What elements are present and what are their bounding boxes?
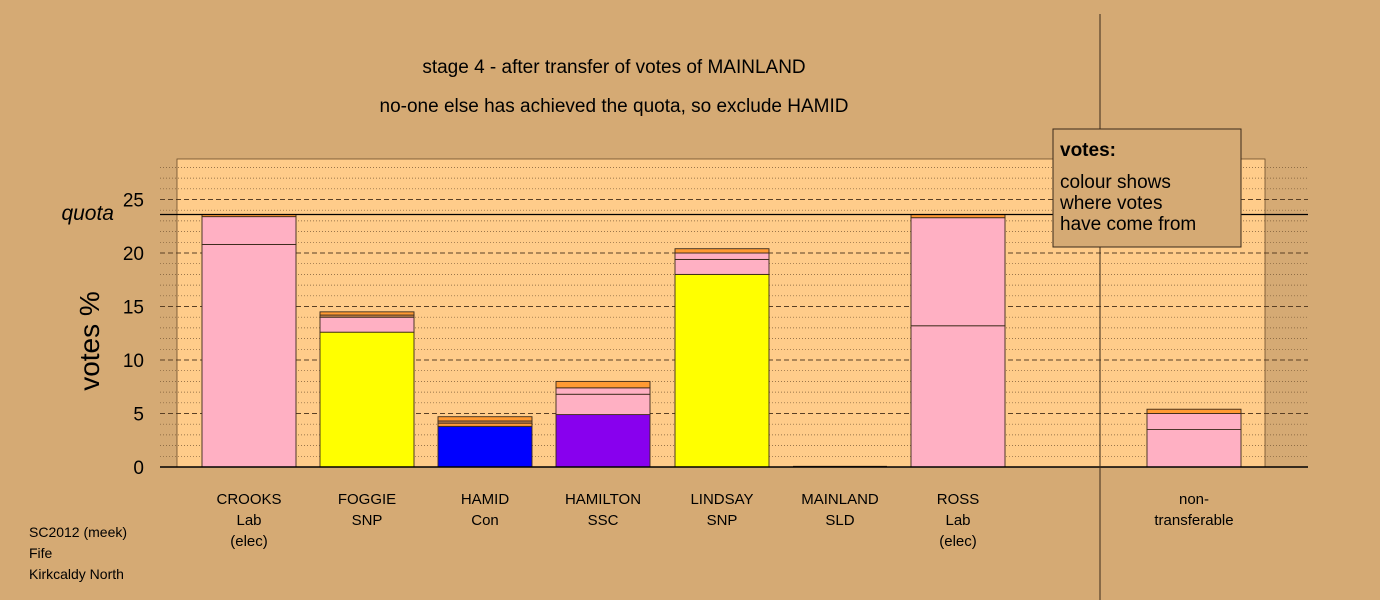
bar-segment	[910, 325, 1006, 468]
bar-mainland: MAINLAND SLD	[793, 465, 887, 529]
bar-segment	[674, 252, 770, 260]
nontransferable-label: transferable	[1154, 512, 1233, 529]
y-axis-label: votes %	[74, 291, 105, 391]
bar-hamid: HAMID Con	[437, 416, 533, 529]
category-label: ROSS	[937, 491, 980, 508]
party-label: Lab	[945, 512, 970, 529]
legend-text: where votes	[1059, 193, 1162, 214]
party-label: SNP	[352, 512, 383, 529]
legend-text: have come from	[1060, 214, 1196, 235]
bar-segment	[437, 422, 533, 427]
footer-line-3: Kirkcaldy North	[29, 566, 124, 582]
party-label: Con	[471, 512, 499, 529]
legend-box	[1052, 128, 1242, 248]
legend-text: colour shows	[1060, 172, 1171, 193]
category-label: HAMID	[461, 491, 510, 508]
legend-heading: votes:	[1060, 140, 1116, 161]
bar-segment	[319, 331, 415, 468]
bar-segment	[555, 387, 651, 395]
bar-segment	[555, 380, 651, 389]
bar-segment	[437, 416, 533, 422]
y-tick-label: 25	[123, 191, 144, 212]
category-label: FOGGIE	[338, 491, 396, 508]
y-tick-label: 10	[123, 351, 144, 372]
bar-segment	[1146, 429, 1242, 468]
bar-lindsay: LINDSAY SNP	[674, 248, 770, 529]
y-tick-label: 0	[133, 458, 144, 479]
y-tick-label: 15	[123, 298, 144, 319]
y-tick-label: 20	[123, 244, 144, 265]
category-label: CROOKS	[216, 491, 281, 508]
y-tick-label: 5	[133, 405, 144, 426]
category-label: HAMILTON	[565, 491, 641, 508]
footer-line-1: SC2012 (meek)	[29, 524, 128, 540]
elected-label: (elec)	[230, 533, 268, 550]
bar-segment	[555, 414, 651, 468]
party-label: SSC	[588, 512, 619, 529]
bar-segment	[1146, 408, 1242, 414]
bar-segment	[910, 217, 1006, 327]
bar-hamilton: HAMILTON SSC	[555, 380, 651, 529]
bar-segment	[1146, 413, 1242, 430]
bar-ross: ROSS Lab (elec)	[910, 214, 1006, 550]
footer-line-2: Fife	[29, 545, 53, 561]
bar-segment	[319, 311, 415, 316]
elected-label: (elec)	[939, 533, 977, 550]
quota-label: quota	[61, 202, 114, 225]
bar-foggie: FOGGIE SNP	[319, 311, 415, 529]
bar-segment	[555, 393, 651, 416]
chart-title: stage 4 - after transfer of votes of MAI…	[422, 57, 805, 78]
bar-segment	[674, 273, 770, 468]
category-label: MAINLAND	[801, 491, 879, 508]
category-label: LINDSAY	[690, 491, 753, 508]
party-label: SNP	[707, 512, 738, 529]
bar-nontransferable: non-transferable	[1146, 408, 1242, 529]
footer: SC2012 (meek) Fife Kirkcaldy North	[29, 522, 127, 585]
bar-crooks: CROOKS Lab (elec)	[201, 214, 297, 550]
bar-segment	[674, 248, 770, 254]
chart-subtitle: no-one else has achieved the quota, so e…	[380, 96, 849, 117]
nontransferable-label: non-	[1179, 491, 1209, 508]
bar-segment	[674, 258, 770, 275]
bar-segment	[437, 425, 533, 468]
party-label: SLD	[825, 512, 854, 529]
bar-segment	[201, 216, 297, 245]
bar-segment	[319, 316, 415, 333]
party-label: Lab	[236, 512, 261, 529]
bar-segment	[201, 243, 297, 468]
